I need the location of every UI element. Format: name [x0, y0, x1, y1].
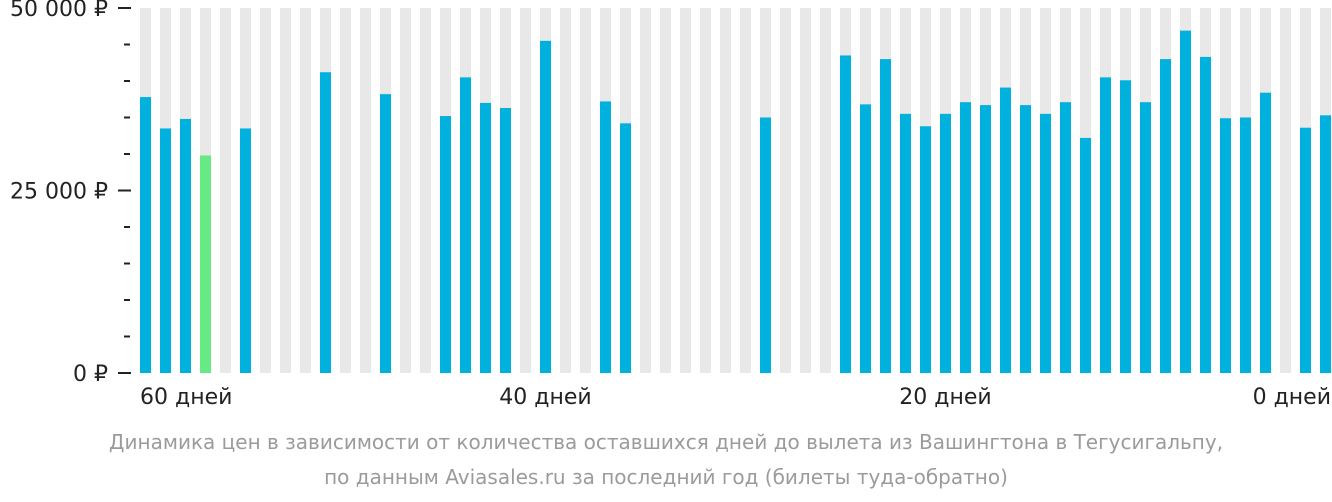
price-bar: [1100, 77, 1111, 373]
price-bar: [1000, 87, 1011, 373]
price-bar: [480, 102, 491, 374]
price-bar: [240, 128, 251, 373]
price-bar: [540, 40, 551, 373]
y-tick-label: 50 000 ₽: [10, 0, 108, 22]
day-column-bg: [300, 8, 311, 373]
day-column-bg: [700, 8, 711, 373]
price-chart: 0 ₽ 25 000 ₽ 50 000 ₽ 60 дней 40 дней 20 дней…: [10, 0, 1331, 410]
price-bar: [1180, 30, 1191, 373]
day-column-bg: [260, 8, 271, 373]
day-column-bg: [640, 8, 651, 373]
day-column-bg: [400, 8, 411, 373]
x-tick-label: 40 дней: [499, 385, 591, 410]
price-bar: [980, 105, 991, 373]
chart-caption-line2: по данным Aviasales.ru за последний год …: [324, 465, 1008, 489]
price-bar: [620, 123, 631, 373]
day-column-bg: [720, 8, 731, 373]
price-bar: [1020, 105, 1031, 373]
day-column-bg: [780, 8, 791, 373]
day-column-bg: [340, 8, 351, 373]
price-bar: [180, 118, 191, 374]
price-bar: [1040, 113, 1051, 373]
price-bar: [500, 108, 511, 373]
x-tick-label: 60 дней: [140, 385, 232, 410]
price-bar: [380, 94, 391, 373]
price-bar: [960, 102, 971, 374]
price-bar: [460, 77, 471, 373]
day-column-bg: [800, 8, 811, 373]
day-column-bg: [1280, 8, 1291, 373]
price-bar: [1140, 102, 1151, 374]
chart-caption-line1: Динамика цен в зависимости от количества…: [108, 430, 1224, 454]
price-bar: [760, 117, 771, 373]
price-bar: [920, 126, 931, 373]
day-column-bg: [580, 8, 591, 373]
day-column-bg: [220, 8, 231, 373]
price-bar: [1260, 92, 1271, 374]
day-column-bg: [420, 8, 431, 373]
y-tick-label: 0 ₽: [73, 362, 108, 387]
price-bar: [1220, 118, 1231, 373]
min-price-bar: [200, 155, 211, 373]
price-bar: [1300, 127, 1311, 373]
day-column-bg: [660, 8, 671, 373]
price-bar: [1120, 80, 1131, 374]
day-column-bg: [520, 8, 531, 373]
price-bar: [840, 55, 851, 373]
price-bar: [140, 97, 151, 373]
day-column-bg: [560, 8, 571, 373]
y-tick-label: 25 000 ₽: [10, 180, 108, 205]
day-column-bg: [820, 8, 831, 373]
price-bar: [860, 104, 871, 374]
price-bar: [1320, 115, 1331, 373]
day-column-bg: [360, 8, 371, 373]
price-bar: [1160, 59, 1171, 373]
day-column-bg: [680, 8, 691, 373]
price-bar: [1240, 117, 1251, 373]
price-bar: [160, 128, 171, 373]
day-column-bg: [280, 8, 291, 373]
x-tick-label: 20 дней: [899, 385, 991, 410]
price-bar: [600, 101, 611, 373]
price-bar: [1200, 56, 1211, 373]
day-column-bg: [740, 8, 751, 373]
price-bar: [900, 113, 911, 373]
price-bar: [440, 116, 451, 373]
price-bar: [880, 59, 891, 373]
price-bar: [940, 113, 951, 373]
price-bar: [1060, 102, 1071, 374]
price-bar: [320, 72, 331, 374]
price-bar: [1080, 137, 1091, 373]
x-tick-label: 0 дней: [1253, 385, 1331, 410]
